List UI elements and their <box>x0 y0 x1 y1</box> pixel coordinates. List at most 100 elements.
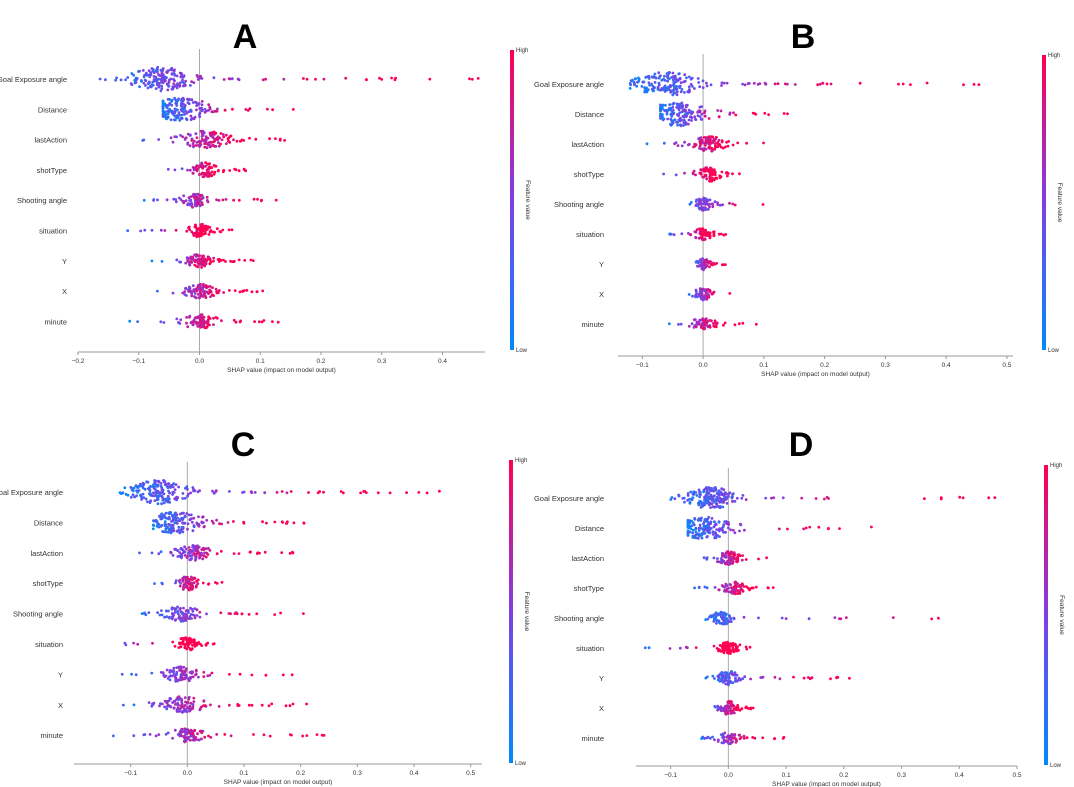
shap-point <box>175 709 179 712</box>
shap-point <box>205 518 209 522</box>
shap-point <box>176 696 180 700</box>
shap-point <box>160 494 164 498</box>
shap-point <box>678 85 681 89</box>
shap-point <box>176 612 180 616</box>
shap-point <box>716 674 720 678</box>
shap-point <box>192 737 196 740</box>
shap-point <box>179 134 182 137</box>
shap-point <box>723 617 726 621</box>
shap-point <box>175 673 179 676</box>
shap-point <box>194 132 198 136</box>
shap-point <box>204 296 208 299</box>
shap-point <box>720 140 724 144</box>
shap-point <box>204 284 208 287</box>
shap-point <box>185 637 189 640</box>
shap-point <box>267 704 271 708</box>
shap-point <box>756 83 760 86</box>
shap-point <box>818 82 822 86</box>
shap-point <box>202 699 206 703</box>
shap-point <box>148 733 152 736</box>
shap-point <box>180 167 184 171</box>
shap-point <box>198 283 202 286</box>
shap-point <box>195 555 198 558</box>
shap-point <box>222 78 226 81</box>
shap-point <box>160 502 164 506</box>
shap-point <box>188 640 192 643</box>
shap-point <box>715 502 718 506</box>
shap-point <box>203 735 207 739</box>
shap-point <box>187 102 191 106</box>
shap-point <box>653 72 657 76</box>
shap-point <box>250 673 254 677</box>
shap-point <box>314 77 317 81</box>
shap-point <box>664 103 667 107</box>
shap-point <box>173 644 177 648</box>
shap-point <box>698 523 702 527</box>
shap-point <box>180 734 183 738</box>
shap-point <box>176 605 180 609</box>
shap-point <box>190 80 194 83</box>
shap-point <box>736 708 739 712</box>
shap-point <box>280 490 284 493</box>
shap-point <box>196 732 199 736</box>
shap-point <box>726 644 729 648</box>
shap-point <box>698 492 701 496</box>
shap-point <box>665 110 669 114</box>
shap-point <box>141 492 145 496</box>
shap-point <box>173 497 177 500</box>
shap-point <box>709 262 713 266</box>
shap-point <box>160 84 164 88</box>
shap-point <box>729 555 733 559</box>
shap-point <box>715 176 719 180</box>
x-tick-label: 0.0 <box>699 362 708 369</box>
shap-point <box>704 197 708 201</box>
feature-row: situation <box>576 640 752 655</box>
shap-point <box>729 620 732 623</box>
shap-point <box>244 108 248 111</box>
shap-point <box>178 669 181 672</box>
shap-point <box>195 322 199 326</box>
shap-point <box>160 80 164 84</box>
shap-point <box>230 77 234 81</box>
shap-point <box>674 173 678 177</box>
shap-point <box>242 289 246 292</box>
shap-point <box>680 101 684 105</box>
shap-point <box>726 647 730 651</box>
shap-point <box>468 77 471 81</box>
shap-point <box>196 582 200 585</box>
shap-point <box>750 586 754 590</box>
shap-point <box>728 583 732 586</box>
shap-point <box>687 75 691 79</box>
shap-point <box>188 168 192 172</box>
shap-point <box>204 141 208 145</box>
shap-point <box>163 615 167 619</box>
shap-point <box>659 109 662 112</box>
shap-point <box>651 76 655 79</box>
shap-point <box>203 145 207 149</box>
shap-point <box>159 320 163 324</box>
shap-point <box>757 557 760 561</box>
shap-point <box>725 81 729 85</box>
shap-point <box>227 703 231 707</box>
shap-point <box>708 137 712 141</box>
shap-point <box>274 137 277 141</box>
feature-label: Shooting angle <box>554 614 604 623</box>
shap-point <box>195 608 199 612</box>
shap-point <box>747 82 751 85</box>
shap-point <box>205 109 208 113</box>
shap-point <box>647 646 651 650</box>
shap-point <box>745 585 748 589</box>
shap-point <box>197 545 201 549</box>
shap-point <box>675 102 679 106</box>
shap-point <box>189 257 193 260</box>
shap-point <box>679 322 683 326</box>
shap-point <box>183 708 186 712</box>
shap-point <box>733 500 737 503</box>
shap-point <box>470 77 474 81</box>
shap-point <box>195 289 199 293</box>
shap-point <box>239 139 242 143</box>
shap-point <box>157 138 161 141</box>
shap-point <box>683 91 686 94</box>
shap-point <box>707 261 710 265</box>
shap-point <box>176 555 180 558</box>
